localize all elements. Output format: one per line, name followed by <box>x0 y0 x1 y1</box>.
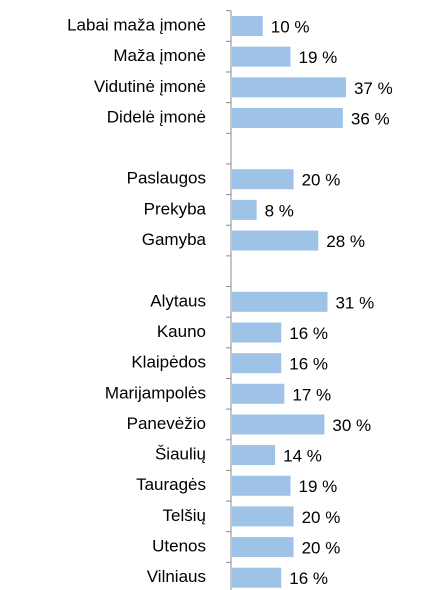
value-label: 20 % <box>302 539 341 558</box>
value-label: 30 % <box>332 416 371 435</box>
value-label: 19 % <box>299 48 338 67</box>
bar <box>232 445 276 466</box>
bar <box>232 291 328 312</box>
bar <box>232 16 263 36</box>
value-label: 17 % <box>292 385 331 404</box>
category-label: Labai maža įmonė <box>67 15 206 34</box>
bar <box>232 77 346 98</box>
bar <box>232 199 257 220</box>
bar <box>232 506 294 527</box>
category-label: Klaipėdos <box>131 353 206 372</box>
category-label: Šiaulių <box>155 445 206 464</box>
category-label: Marijampolės <box>105 383 206 402</box>
bar <box>232 353 282 374</box>
bar <box>232 383 285 404</box>
category-label: Panevėžio <box>127 414 206 433</box>
bar <box>232 414 325 435</box>
value-label: 28 % <box>326 232 365 251</box>
value-label: 16 % <box>289 569 328 588</box>
category-label: Telšių <box>163 506 206 525</box>
bar <box>232 322 282 343</box>
bar <box>232 567 282 588</box>
value-label: 37 % <box>354 79 393 98</box>
category-label: Didelė įmonė <box>107 107 206 126</box>
value-label: 14 % <box>283 447 322 466</box>
category-label: Alytaus <box>150 291 206 310</box>
value-label: 16 % <box>289 324 328 343</box>
value-label: 19 % <box>299 477 338 496</box>
value-label: 31 % <box>335 293 374 312</box>
category-label: Kauno <box>157 322 206 341</box>
category-label: Paslaugos <box>127 169 206 188</box>
category-label: Vilniaus <box>147 567 206 586</box>
value-label: 20 % <box>302 171 341 190</box>
value-label: 36 % <box>351 109 390 128</box>
category-label: Tauragės <box>136 475 206 494</box>
value-label: 16 % <box>289 355 328 374</box>
category-label: Prekyba <box>144 199 207 218</box>
value-label: 20 % <box>302 508 341 527</box>
value-label: 10 % <box>271 17 310 36</box>
bar <box>232 230 319 251</box>
bar <box>232 46 291 67</box>
bar <box>232 537 294 558</box>
category-label: Maža įmonė <box>113 46 206 65</box>
value-label: 8 % <box>265 201 294 220</box>
bar <box>232 107 343 128</box>
bar <box>232 475 291 496</box>
category-label: Vidutinė įmonė <box>94 77 206 96</box>
category-label: Gamyba <box>142 230 207 249</box>
bar <box>232 169 294 190</box>
category-label: Utenos <box>152 537 206 556</box>
